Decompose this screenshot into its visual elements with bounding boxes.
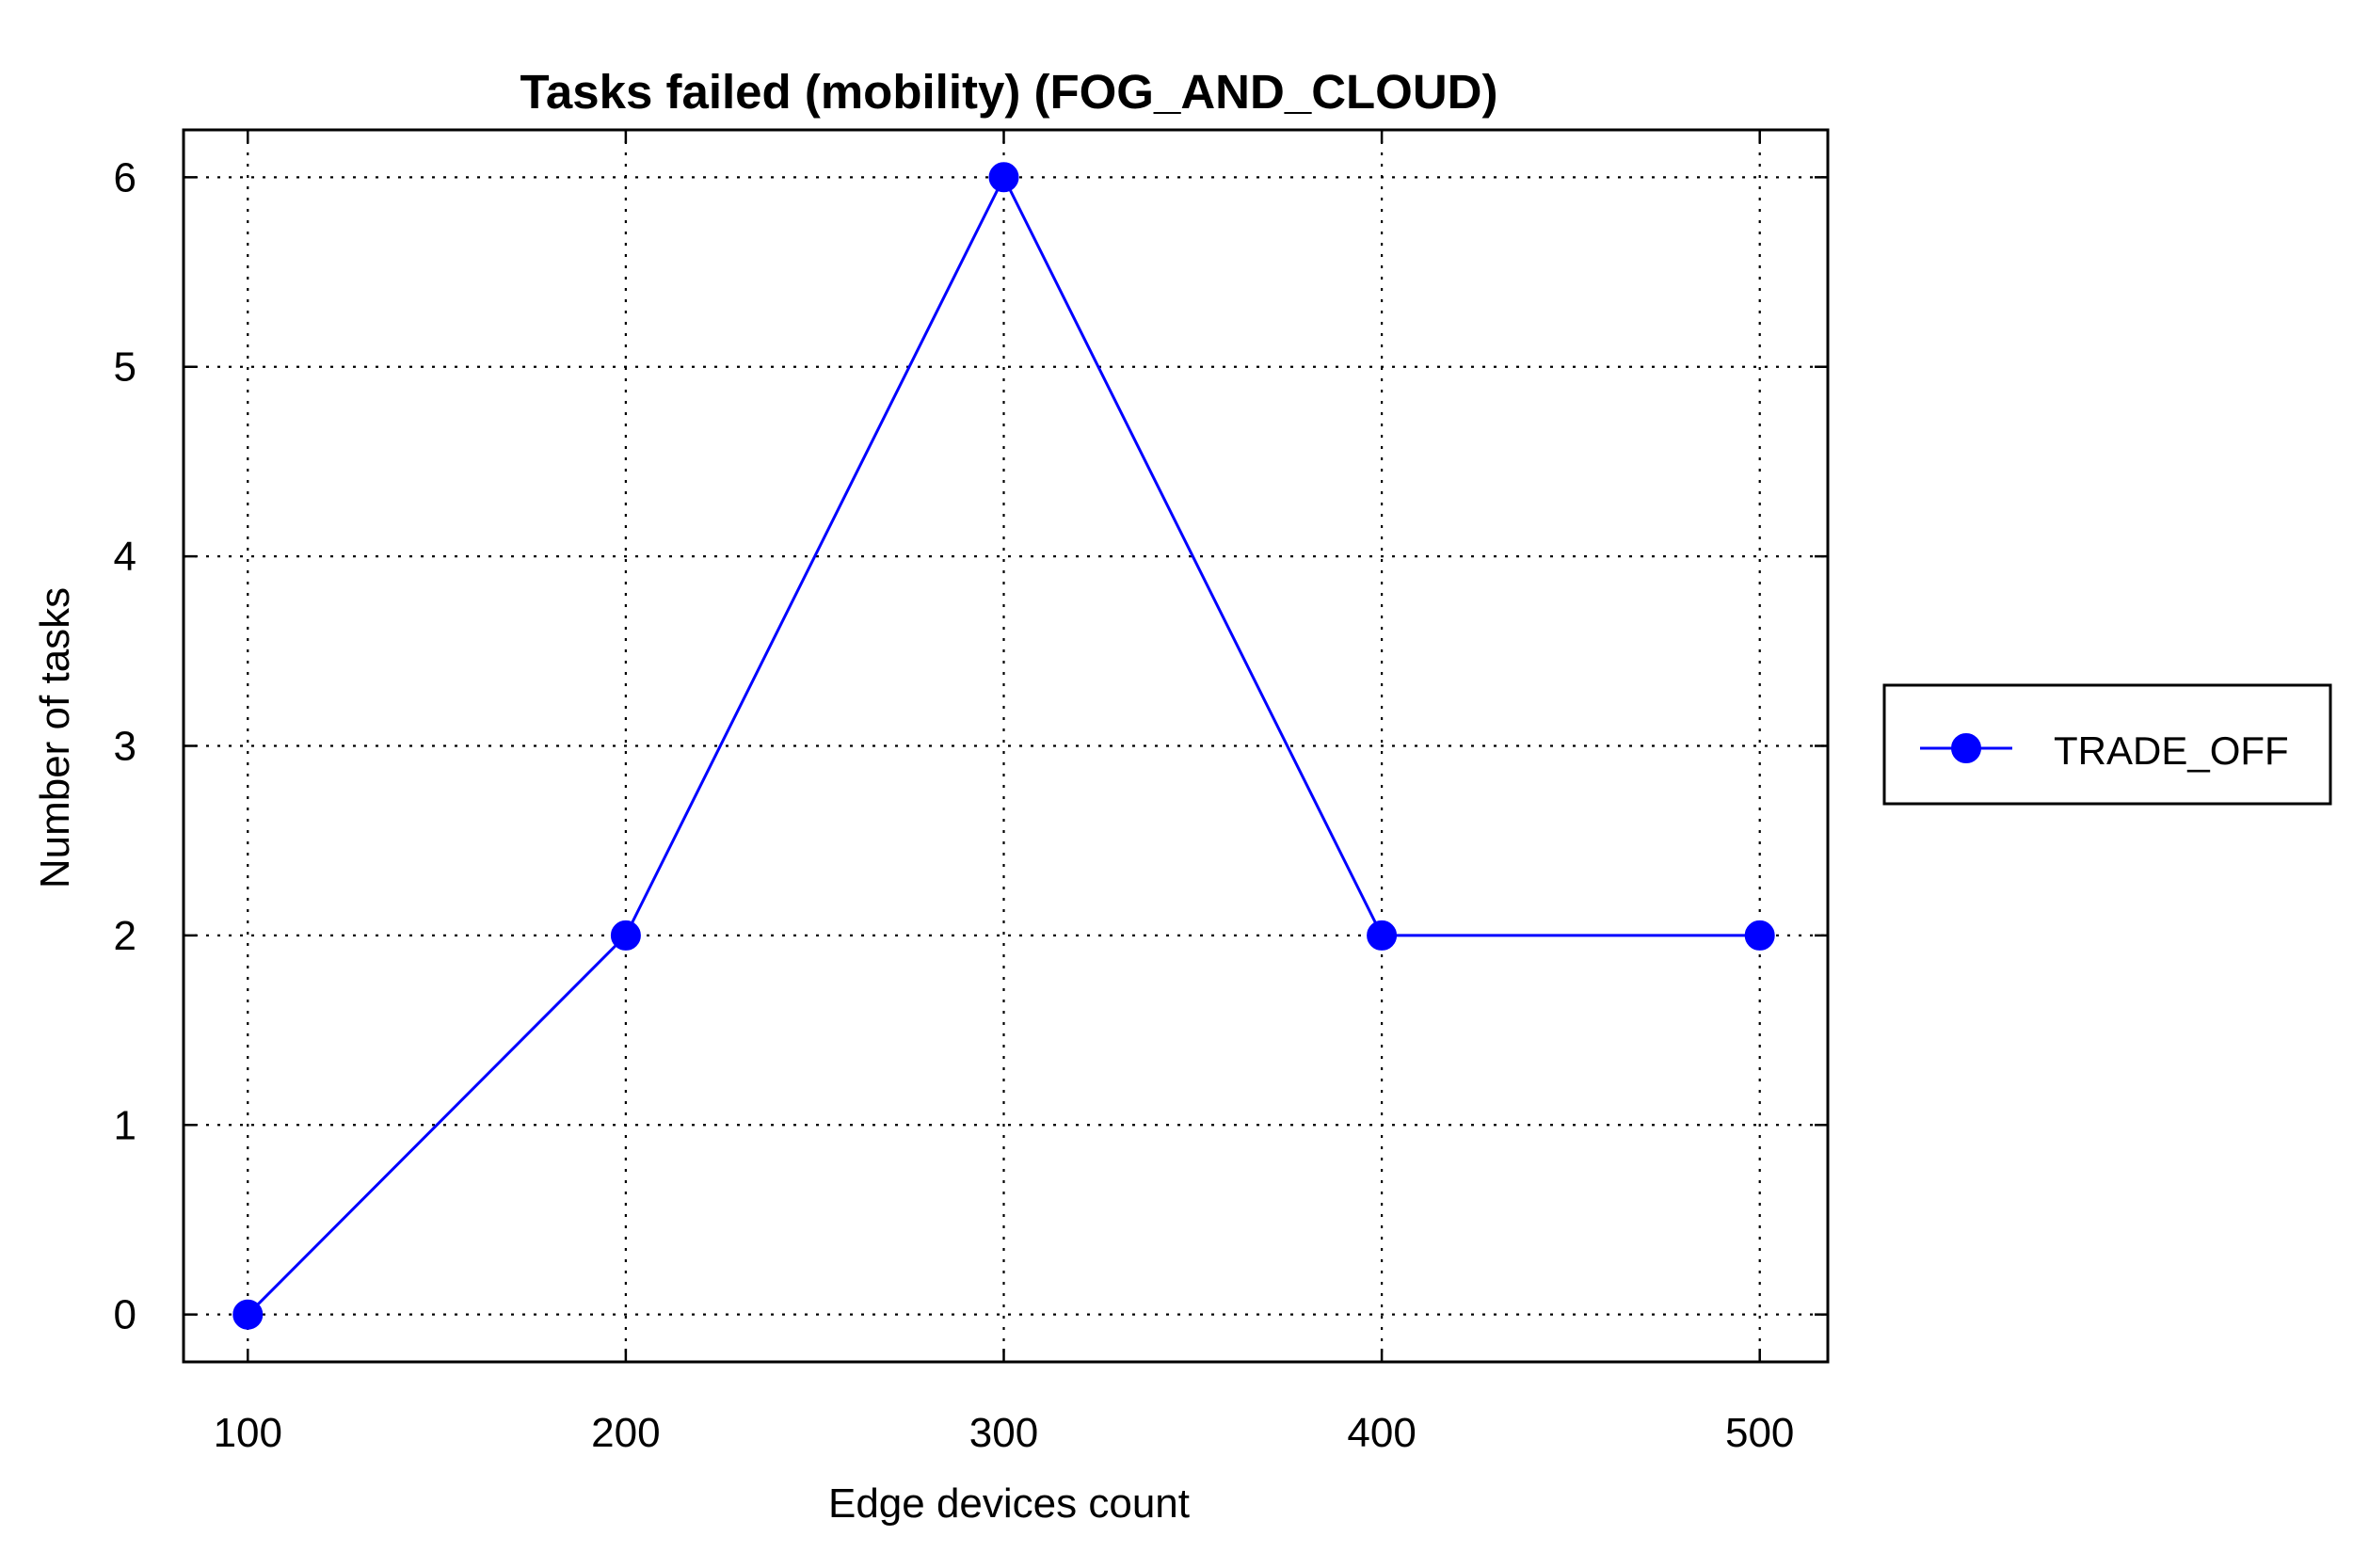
- grid: [184, 130, 1828, 1362]
- x-axis-label: Edge devices count: [828, 1480, 1190, 1527]
- y-tick-label: 4: [114, 534, 136, 580]
- x-tick-labels: 100 200 300 400 500: [214, 1410, 1795, 1456]
- y-tick-label: 6: [114, 154, 136, 200]
- plot-frame: [182, 128, 1830, 1364]
- y-tick-label: 2: [114, 913, 136, 959]
- series-layer: [232, 162, 1775, 1330]
- data-point-x200: [610, 920, 641, 951]
- chart-title: Tasks failed (mobility) (FOG_AND_CLOUD): [520, 65, 1497, 119]
- x-tick-label: 400: [1347, 1410, 1416, 1456]
- y-tick-labels: 0 1 2 3 4 5 6: [114, 154, 136, 1337]
- x-tick-label: 500: [1725, 1410, 1794, 1456]
- data-point-x300: [988, 162, 1019, 193]
- y-tick-label: 5: [114, 344, 136, 391]
- y-tick-label: 0: [114, 1292, 136, 1338]
- x-tick-label: 200: [591, 1410, 660, 1456]
- data-point-x100: [232, 1299, 264, 1330]
- legend-label-trade-off: TRADE_OFF: [2054, 728, 2289, 773]
- y-tick-label: 1: [114, 1102, 136, 1148]
- data-point-x400: [1367, 920, 1398, 951]
- data-point-x500: [1744, 920, 1775, 951]
- x-tick-label: 100: [214, 1410, 282, 1456]
- axis-ticks: [184, 130, 1828, 1362]
- y-axis-label: Number of tasks: [32, 587, 78, 888]
- legend-marker-trade-off: [1951, 733, 1981, 763]
- y-tick-label: 3: [114, 724, 136, 770]
- legend: TRADE_OFF: [1882, 683, 2332, 806]
- x-tick-label: 300: [969, 1410, 1038, 1456]
